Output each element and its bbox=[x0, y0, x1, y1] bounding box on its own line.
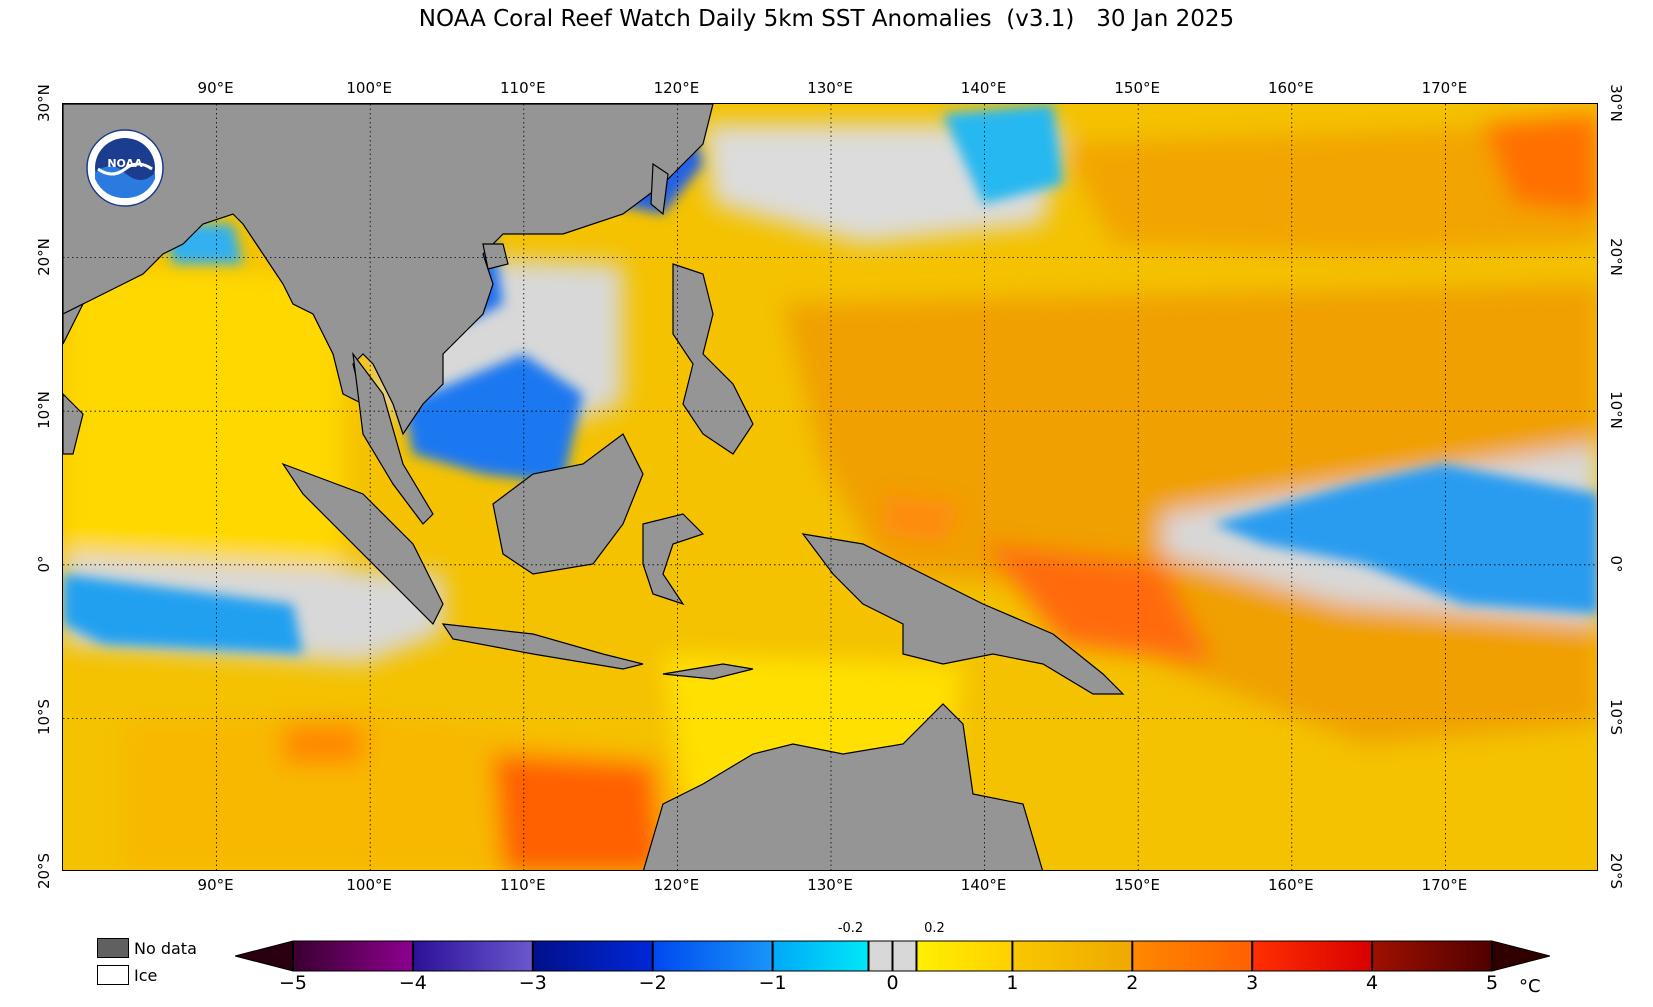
longitude-label: 140°E bbox=[960, 876, 1007, 894]
colorbar-segment bbox=[293, 941, 413, 971]
colorbar-segment bbox=[1372, 941, 1492, 971]
land-sri-lanka bbox=[63, 393, 84, 455]
colorbar-segment bbox=[532, 941, 653, 971]
cool-anomaly-scs bbox=[403, 354, 583, 484]
land-philippines bbox=[672, 263, 754, 455]
longitude-label: 100°E bbox=[346, 79, 392, 97]
colorbar-tick-label: 1 bbox=[1006, 972, 1019, 994]
land-malay-peninsula bbox=[352, 351, 434, 525]
cool-anomaly-north bbox=[943, 104, 1063, 204]
longitude-label: 160°E bbox=[1267, 876, 1314, 894]
colorbar-tick-label: −4 bbox=[398, 972, 427, 994]
colorbar-threshold-label: 0.2 bbox=[924, 921, 945, 936]
longitude-label: 90°E bbox=[197, 876, 234, 894]
svg-text:NOAA: NOAA bbox=[107, 157, 143, 170]
map-title: NOAA Coral Reef Watch Daily 5km SST Anom… bbox=[418, 6, 1235, 32]
ice-label: Ice bbox=[134, 966, 158, 985]
land-java bbox=[441, 623, 644, 670]
land-sumatra bbox=[281, 462, 444, 626]
cool-anomalies bbox=[63, 104, 1597, 654]
longitude-label: 150°E bbox=[1114, 876, 1160, 894]
hot-anomaly-arafura bbox=[883, 494, 963, 544]
colorbar-segment bbox=[772, 941, 869, 971]
longitude-label: 170°E bbox=[1421, 876, 1468, 894]
latitude-label: 10°N bbox=[35, 391, 53, 430]
land-hainan bbox=[482, 243, 509, 270]
longitude-label: 150°E bbox=[1114, 79, 1160, 97]
colorbar-threshold-label: -0.2 bbox=[837, 921, 864, 936]
cool-yellow-indian bbox=[63, 264, 343, 624]
colorbar-tick-label: −2 bbox=[638, 972, 667, 994]
latitude-label: 10°S bbox=[35, 699, 53, 736]
colorbar-segment bbox=[652, 941, 773, 971]
land-new-guinea bbox=[801, 533, 1125, 695]
colorbar bbox=[235, 940, 1550, 972]
latitude-label: 10°N bbox=[1607, 391, 1625, 430]
longitude-label: 140°E bbox=[960, 79, 1007, 97]
latitude-label: 20°S bbox=[35, 852, 53, 890]
latitude-label: 20°N bbox=[1607, 237, 1625, 276]
latitude-label: 30°N bbox=[35, 84, 53, 122]
land-borneo bbox=[492, 433, 644, 575]
colorbar-over-arrow bbox=[1491, 940, 1550, 972]
longitude-label: 120°E bbox=[653, 876, 700, 894]
longitude-label: 110°E bbox=[499, 79, 546, 97]
latitude-label: 20°N bbox=[35, 237, 53, 276]
latitude-label: 20°S bbox=[1607, 852, 1625, 890]
land-timor bbox=[662, 663, 754, 680]
hot-anomaly-australia-west bbox=[493, 754, 663, 870]
colorbar-tick-label: 4 bbox=[1366, 972, 1379, 994]
land-taiwan bbox=[650, 162, 669, 216]
colorbar-tick-label: 0 bbox=[886, 972, 899, 994]
longitude-label: 90°E bbox=[197, 79, 234, 97]
colorbar-segment bbox=[412, 941, 533, 971]
latitude-label: 10°S bbox=[1607, 699, 1625, 736]
warm-anomaly-north-pacific bbox=[1063, 124, 1597, 254]
sst-anomaly-map bbox=[62, 103, 1598, 871]
colorbar-segment bbox=[1012, 941, 1133, 971]
cool-anomaly-indian bbox=[63, 574, 303, 654]
land-india-east bbox=[63, 302, 85, 345]
longitude-label: 130°E bbox=[807, 876, 853, 894]
colorbar-tick-label: 5 bbox=[1485, 972, 1499, 994]
colorbar-tick-label: −3 bbox=[518, 972, 547, 994]
longitude-label: 120°E bbox=[653, 79, 700, 97]
longitude-label: 170°E bbox=[1421, 79, 1468, 97]
no-data-label: No data bbox=[134, 939, 197, 958]
latitude-label: 0° bbox=[1607, 555, 1625, 573]
colorbar-segment bbox=[1252, 941, 1373, 971]
longitude-label: 160°E bbox=[1267, 79, 1314, 97]
colorbar-tick-label: 3 bbox=[1246, 972, 1259, 994]
map-canvas bbox=[63, 104, 1597, 870]
colorbar-segment bbox=[1132, 941, 1253, 971]
latitude-label: 30°N bbox=[1607, 84, 1625, 122]
land-sulawesi bbox=[642, 513, 705, 606]
anomaly-field bbox=[63, 114, 1597, 870]
ice-swatch bbox=[97, 965, 129, 985]
hot-anomaly-spot-indian bbox=[283, 724, 363, 764]
colorbar-tick-label: 2 bbox=[1126, 972, 1139, 994]
longitude-label: 100°E bbox=[346, 876, 392, 894]
hot-anomaly-png-north bbox=[983, 544, 1213, 664]
latitude-label: 0° bbox=[35, 555, 53, 573]
colorbar-segment bbox=[916, 941, 1013, 971]
longitude-label: 110°E bbox=[499, 876, 546, 894]
colorbar-under-arrow bbox=[235, 940, 294, 972]
no-data-swatch bbox=[97, 938, 129, 958]
colorbar-tick-label: −5 bbox=[278, 972, 308, 994]
land-australia bbox=[642, 703, 1044, 870]
colorbar-unit: °C bbox=[1519, 976, 1541, 997]
hot-anomaly-north-east bbox=[1483, 114, 1597, 214]
colorbar-tick-label: −1 bbox=[758, 972, 787, 994]
land-asia-mainland bbox=[63, 104, 714, 436]
graticule bbox=[63, 104, 1597, 870]
longitude-label: 130°E bbox=[807, 79, 853, 97]
noaa-logo-icon: NOAA bbox=[86, 129, 164, 207]
land bbox=[63, 104, 1125, 870]
cool-anomaly-pacific-equator bbox=[1213, 464, 1597, 614]
